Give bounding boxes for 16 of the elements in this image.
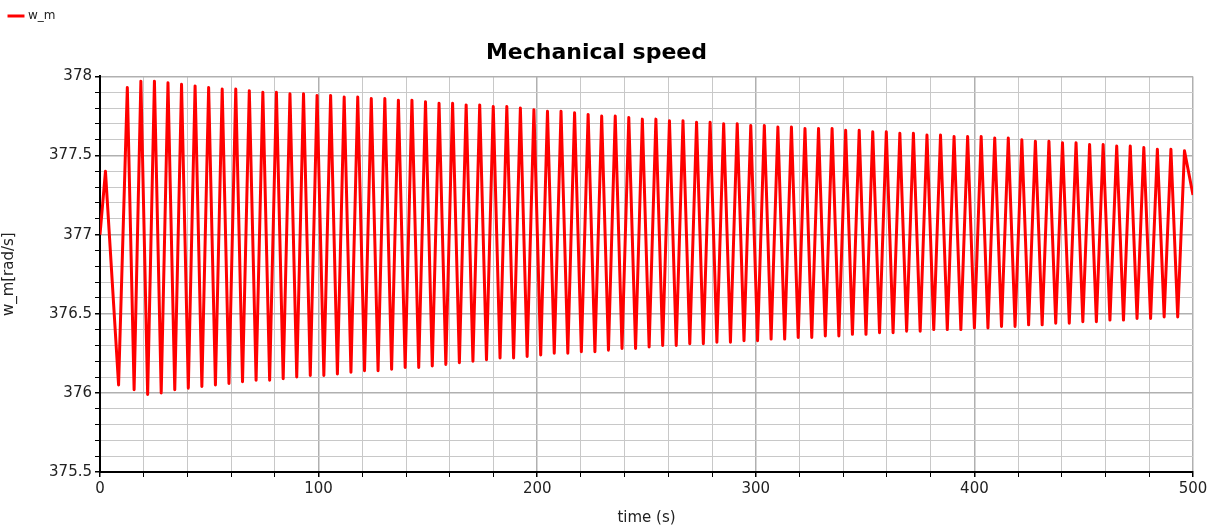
y-tick-label: 375.5 bbox=[49, 461, 92, 480]
x-tick-label: 500 bbox=[1178, 478, 1208, 497]
x-tick-label: 0 bbox=[95, 478, 105, 497]
y-tick-label: 377 bbox=[63, 224, 92, 243]
x-tick-label: 400 bbox=[960, 478, 989, 497]
x-tick-label: 100 bbox=[304, 478, 333, 497]
x-axis-title: time (s) bbox=[617, 507, 676, 526]
x-tick-label: 200 bbox=[522, 478, 552, 497]
y-tick-label: 376.5 bbox=[49, 303, 92, 322]
y-tick-label: 378 bbox=[63, 66, 92, 85]
y-tick-label: 376 bbox=[63, 382, 92, 401]
legend-label: w_m bbox=[28, 8, 56, 23]
y-tick-label: 377.5 bbox=[49, 145, 92, 164]
chart-title: Mechanical speed bbox=[485, 38, 708, 64]
y-axis-title: w_m[rad/s] bbox=[0, 232, 18, 317]
x-tick-label: 300 bbox=[741, 478, 771, 497]
